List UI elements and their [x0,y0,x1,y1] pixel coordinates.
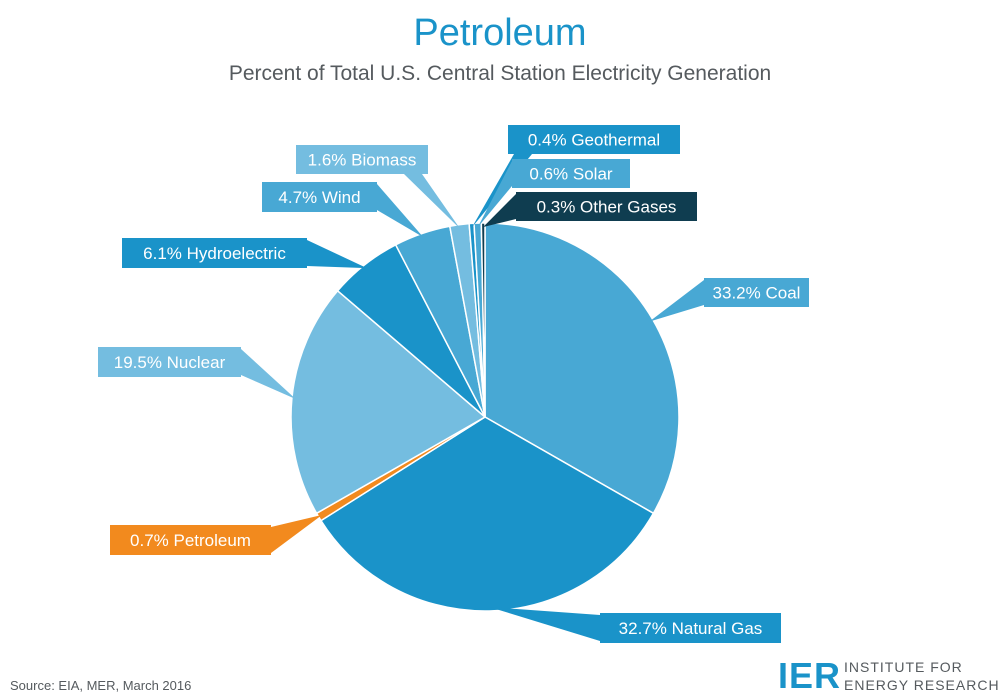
slice-label-geothermal: 0.4% Geothermal [528,131,660,150]
slice-label-petroleum: 0.7% Petroleum [130,531,251,550]
slice-label-solar: 0.6% Solar [529,165,612,184]
slice-label-coal: 33.2% Coal [713,284,801,303]
label-pointer-natural-gas [489,606,600,641]
source-note: Source: EIA, MER, March 2016 [10,678,192,693]
slice-label-other-gases: 0.3% Other Gases [537,198,677,217]
label-box-biomass [296,145,428,174]
label-pointer-nuclear [241,349,296,400]
chart-title: Petroleum [413,12,587,54]
label-pointer-other-gases [483,194,516,228]
slice-label-wind: 4.7% Wind [278,188,360,207]
label-box-coal [704,278,809,307]
pie-slice-natural-gas [319,416,655,612]
logo-mark: IER [778,655,842,696]
label-pointer-wind [377,184,424,238]
label-box-natural-gas [600,613,781,643]
label-box-wind [262,182,377,212]
logo-line-1: INSTITUTE FOR [844,659,963,675]
slice-label-hydroelectric: 6.1% Hydroelectric [143,244,286,263]
label-pointer-solar [477,161,512,228]
pie-slice-other-gases [480,222,486,418]
label-box-nuclear [98,347,241,377]
label-box-petroleum [110,525,271,555]
label-box-geothermal [508,125,680,154]
label-pointer-coal [649,280,704,322]
label-box-solar [512,159,630,188]
slice-label-natural-gas: 32.7% Natural Gas [619,619,763,638]
label-pointer-biomass [404,174,460,229]
slice-label-biomass: 1.6% Biomass [308,151,417,170]
label-box-other-gases [516,192,697,221]
logo-line-2: ENERGY RESEARCH [844,677,1000,693]
label-pointer-petroleum [271,514,323,553]
slice-label-nuclear: 19.5% Nuclear [114,353,226,372]
chart-subtitle: Percent of Total U.S. Central Station El… [228,62,772,85]
pie-slice-nuclear [290,289,487,515]
label-pointer-hydroelectric [307,240,367,269]
label-box-hydroelectric [122,238,307,268]
ier-logo: IER INSTITUTE FOR ENERGY RESEARCH [778,655,999,696]
